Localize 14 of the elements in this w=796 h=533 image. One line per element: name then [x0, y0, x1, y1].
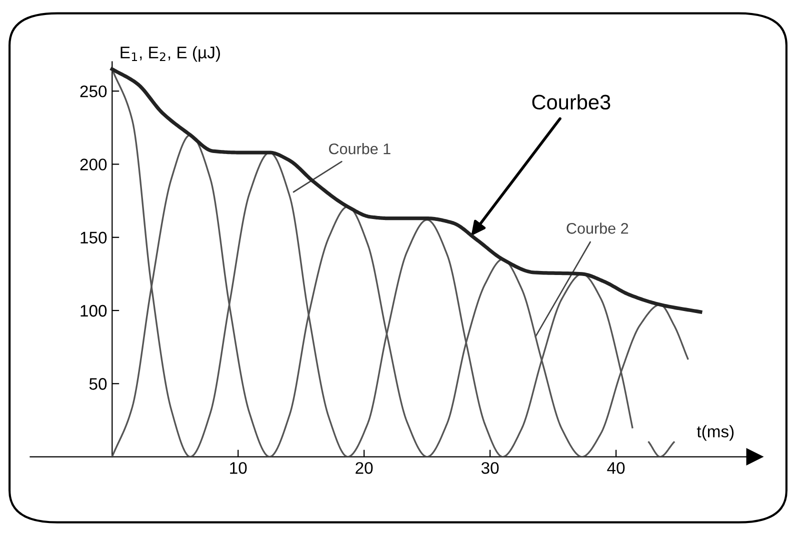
annotation: Courbe3 — [532, 94, 610, 110]
y-tick-label: 50 — [89, 378, 107, 390]
annotation: Courbe 1 — [329, 143, 390, 154]
x-tick-label: 40 — [607, 462, 625, 474]
y-tick-label: 200 — [80, 158, 107, 170]
y-axis-title: E$_{1}$, E$_{2}$, E (µJ) — [120, 46, 220, 62]
y-tick-label: 250 — [80, 85, 107, 98]
x-tick-label: 20 — [356, 462, 373, 474]
y-tick-label: 150 — [80, 232, 107, 244]
x-tick-label: 10 — [230, 462, 247, 474]
x-axis-title: t(ms) — [696, 425, 734, 441]
x-tick-label: 30 — [481, 462, 499, 474]
y-tick-label: 100 — [80, 304, 107, 317]
annotation: Courbe 2 — [566, 222, 628, 234]
